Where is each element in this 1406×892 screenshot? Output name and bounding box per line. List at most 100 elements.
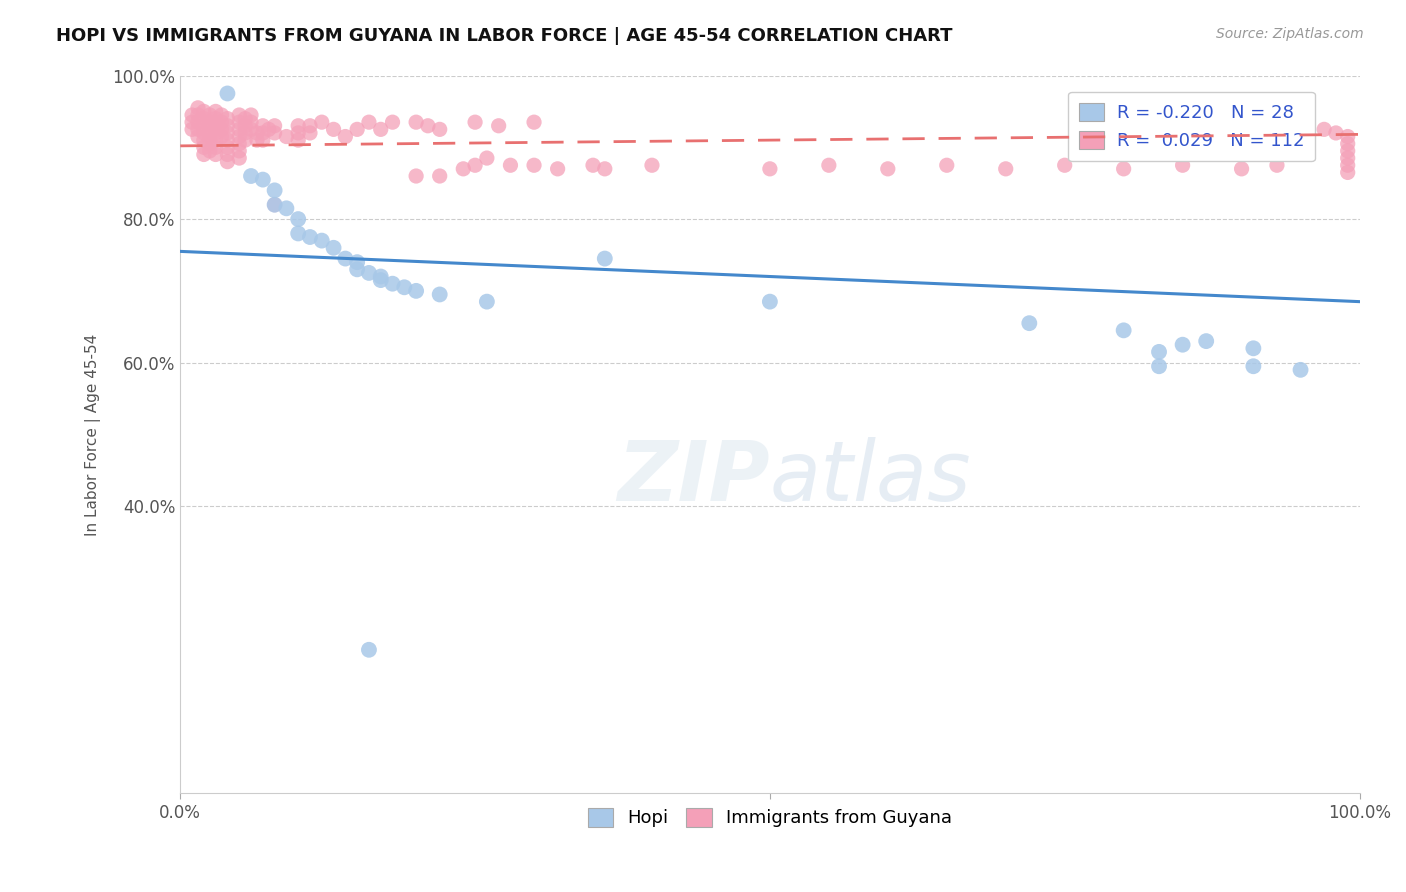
Point — [246, 133, 269, 147]
Point — [204, 133, 226, 147]
Point — [1112, 161, 1135, 176]
Point — [370, 269, 392, 284]
Point — [252, 172, 274, 186]
Point — [193, 140, 215, 154]
Point — [1337, 165, 1360, 179]
Point — [217, 140, 239, 154]
Point — [1147, 359, 1170, 374]
Point — [187, 108, 209, 122]
Point — [475, 151, 498, 165]
Point — [228, 151, 250, 165]
Text: ZIP: ZIP — [617, 437, 770, 518]
Point — [1171, 158, 1194, 172]
Point — [252, 126, 274, 140]
Point — [405, 115, 427, 129]
Point — [935, 158, 957, 172]
Point — [1241, 341, 1264, 355]
Point — [1230, 161, 1253, 176]
Point — [1171, 337, 1194, 351]
Point — [593, 161, 616, 176]
Point — [233, 126, 256, 140]
Point — [346, 122, 368, 136]
Point — [263, 183, 285, 197]
Point — [211, 108, 233, 122]
Y-axis label: In Labor Force | Age 45-54: In Labor Force | Age 45-54 — [86, 334, 101, 535]
Point — [464, 158, 486, 172]
Point — [240, 169, 263, 183]
Point — [1337, 144, 1360, 158]
Point — [211, 115, 233, 129]
Point — [370, 273, 392, 287]
Point — [246, 126, 269, 140]
Point — [759, 294, 782, 309]
Point — [1112, 323, 1135, 337]
Point — [759, 161, 782, 176]
Point — [464, 115, 486, 129]
Point — [193, 147, 215, 161]
Point — [1289, 119, 1312, 133]
Point — [228, 136, 250, 151]
Point — [335, 129, 357, 144]
Point — [322, 241, 344, 255]
Point — [357, 266, 380, 280]
Point — [287, 227, 309, 241]
Point — [1053, 158, 1076, 172]
Point — [263, 126, 285, 140]
Point — [416, 119, 439, 133]
Point — [298, 230, 321, 244]
Point — [276, 129, 298, 144]
Point — [204, 126, 226, 140]
Point — [181, 108, 204, 122]
Point — [276, 202, 298, 216]
Point — [1337, 151, 1360, 165]
Point — [287, 212, 309, 227]
Point — [204, 112, 226, 126]
Point — [217, 133, 239, 147]
Point — [346, 255, 368, 269]
Point — [193, 133, 215, 147]
Point — [198, 136, 221, 151]
Point — [287, 126, 309, 140]
Point — [217, 147, 239, 161]
Point — [298, 126, 321, 140]
Point — [204, 140, 226, 154]
Point — [198, 129, 221, 144]
Point — [641, 158, 664, 172]
Point — [1195, 334, 1218, 348]
Point — [287, 133, 309, 147]
Legend: Hopi, Immigrants from Guyana: Hopi, Immigrants from Guyana — [581, 801, 959, 835]
Point — [370, 122, 392, 136]
Point — [263, 198, 285, 212]
Point — [346, 262, 368, 277]
Point — [394, 280, 416, 294]
Point — [405, 169, 427, 183]
Point — [204, 147, 226, 161]
Point — [1337, 129, 1360, 144]
Point — [582, 158, 605, 172]
Point — [193, 119, 215, 133]
Point — [429, 122, 451, 136]
Text: HOPI VS IMMIGRANTS FROM GUYANA IN LABOR FORCE | AGE 45-54 CORRELATION CHART: HOPI VS IMMIGRANTS FROM GUYANA IN LABOR … — [56, 27, 953, 45]
Point — [405, 284, 427, 298]
Point — [240, 122, 263, 136]
Point — [204, 119, 226, 133]
Text: atlas: atlas — [770, 437, 972, 518]
Point — [252, 119, 274, 133]
Point — [228, 129, 250, 144]
Point — [228, 108, 250, 122]
Point — [1337, 158, 1360, 172]
Point — [217, 87, 239, 101]
Point — [475, 294, 498, 309]
Point — [204, 104, 226, 119]
Point — [263, 119, 285, 133]
Point — [593, 252, 616, 266]
Point — [429, 287, 451, 301]
Point — [322, 122, 344, 136]
Point — [311, 115, 333, 129]
Point — [233, 119, 256, 133]
Point — [217, 119, 239, 133]
Point — [211, 129, 233, 144]
Point — [187, 122, 209, 136]
Point — [217, 112, 239, 126]
Point — [217, 154, 239, 169]
